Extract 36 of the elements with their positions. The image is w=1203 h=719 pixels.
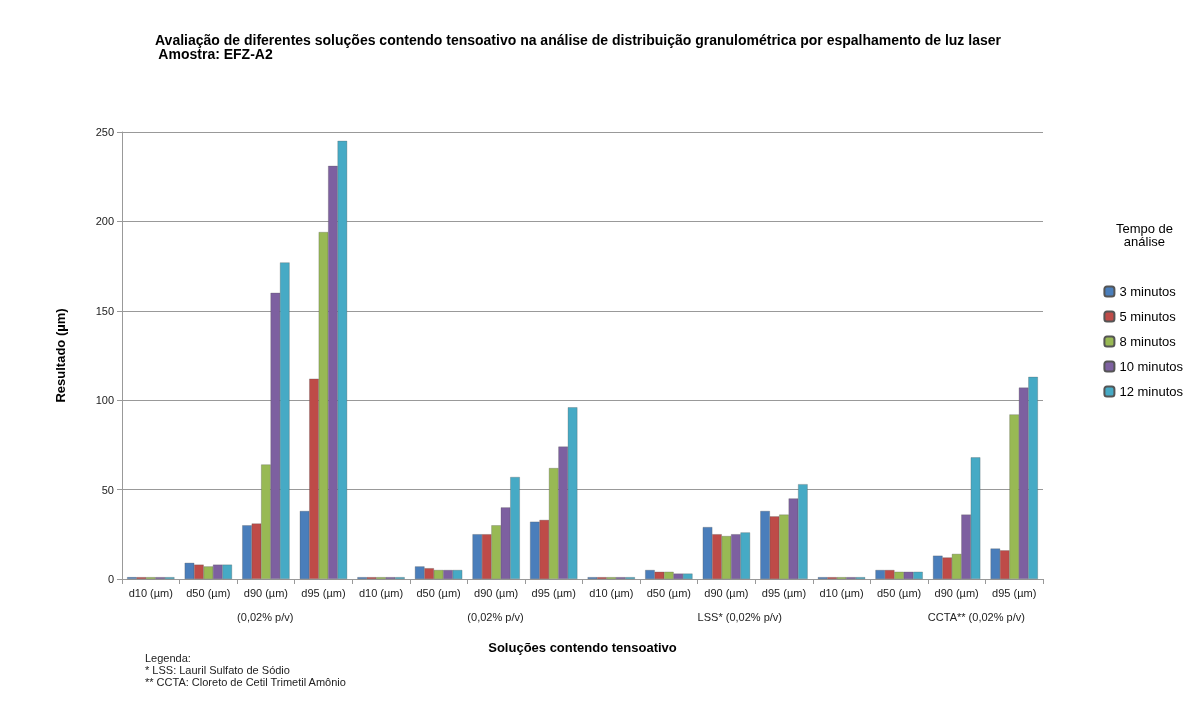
x-tick-label: d10 (µm) xyxy=(819,586,864,599)
text: (0,02% p/v) xyxy=(467,610,524,623)
y-tick-label: 50 xyxy=(101,483,114,496)
legend-title: Tempo de análise xyxy=(1115,221,1173,249)
legend-label: 5 minutos xyxy=(1119,309,1177,324)
x-tick-label: d10 (µm) xyxy=(128,586,173,599)
chart-title: Avaliação de diferentes soluções contendo tensoativo na análise de distribuição granulométrica por espalhamento de luz laser Amostra: EFZ-A2 xyxy=(155,32,1005,62)
y-tick-label: 200 xyxy=(95,215,114,228)
x-tick-label: d95 (µm) xyxy=(531,586,576,599)
x-tick-label: d90 (µm) xyxy=(934,586,979,599)
x-tick-label: d90 (µm) xyxy=(243,586,289,599)
legend-label: 3 minutos xyxy=(1119,284,1177,299)
x-tick-label: d50 (µm) xyxy=(646,586,691,599)
legend-label: 12 minutos xyxy=(1119,384,1184,399)
x-tick-label: d95 (µm) xyxy=(761,586,807,599)
y-tick-label: 100 xyxy=(95,394,114,407)
y-tick-label: 0 xyxy=(107,573,114,585)
legend-label: 10 minutos xyxy=(1119,359,1184,374)
x-tick-label: d95 (µm) xyxy=(301,586,346,599)
x-tick-label: d10 (µm) xyxy=(589,586,634,599)
y-tick-label: 250 xyxy=(95,126,114,138)
x-axis-title: Soluções contendo tensoativo xyxy=(488,640,677,655)
x-tick-label: d90 (µm) xyxy=(474,586,519,599)
text: (0,02% p/v) xyxy=(237,610,294,623)
y-tick-label: 150 xyxy=(95,304,114,317)
text: Legenda: * LSS: Lauril Sulfato de Sódio ** CCTA: Cloreto de Cetil Trimetil Amônio xyxy=(145,652,346,688)
x-tick-label: d10 (µm) xyxy=(358,586,404,599)
text: CCTA** (0,02% p/v) xyxy=(927,610,1025,623)
x-tick-label: d90 (µm) xyxy=(704,586,749,599)
legend-label: 8 minutos xyxy=(1119,334,1177,349)
x-tick-label: d95 (µm) xyxy=(992,586,1037,599)
x-tick-label: d50 (µm) xyxy=(416,586,461,599)
y-axis-title: Resultado (µm) xyxy=(53,308,68,403)
text: LSS* (0,02% p/v) xyxy=(697,610,782,623)
x-tick-label: d50 (µm) xyxy=(876,586,922,599)
x-tick-label: d50 (µm) xyxy=(186,586,231,599)
